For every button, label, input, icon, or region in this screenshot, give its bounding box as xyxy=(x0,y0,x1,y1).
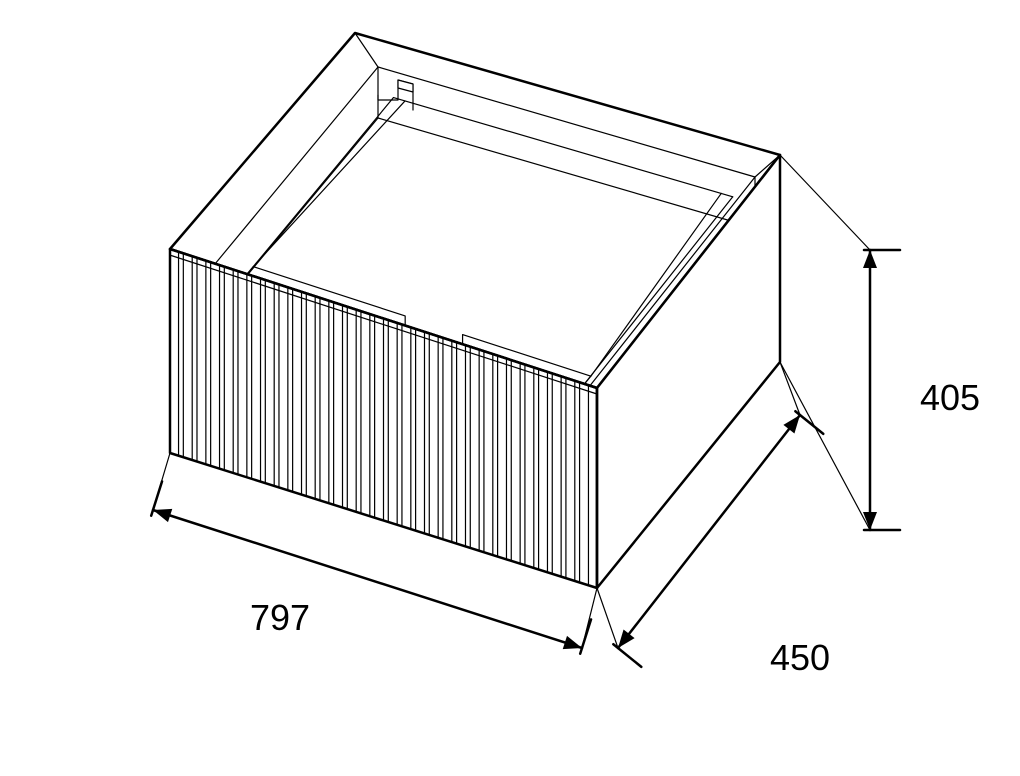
dim-depth-label: 450 xyxy=(770,637,830,678)
dim-width-label: 797 xyxy=(250,597,310,638)
technical-drawing: 797 450 405 xyxy=(0,0,1020,776)
dim-height-label: 405 xyxy=(920,377,980,418)
